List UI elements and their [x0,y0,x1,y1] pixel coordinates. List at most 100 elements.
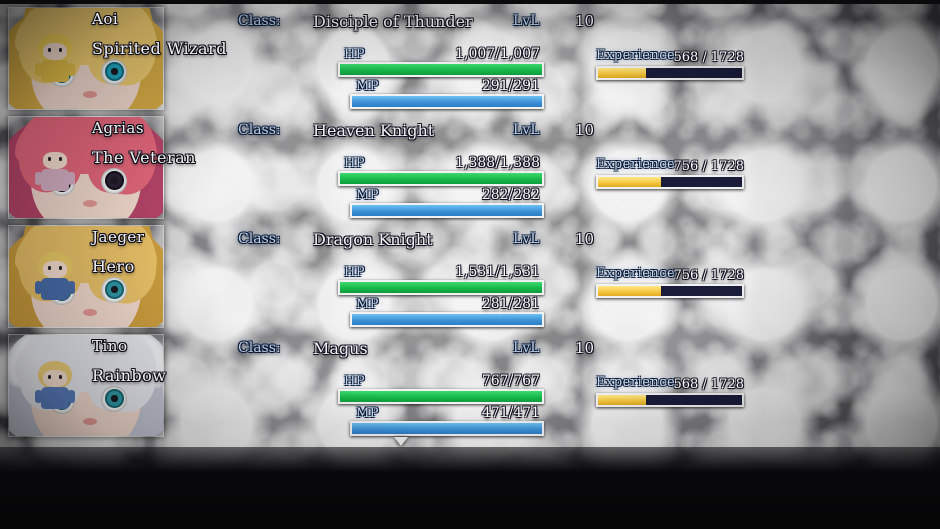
character-title: Rainbow [92,366,167,385]
level-value: 10 [575,230,595,248]
level-value: 10 [575,12,595,30]
mp-label: MP [356,188,380,203]
hp-bar-fill [340,391,542,402]
experience-gauge: Experience 568 / 1728 [596,48,744,80]
chibi-arm-right [68,390,75,403]
character-title: Hero [92,257,135,276]
chibi-arm-right [68,172,75,185]
class-value: Disciple of Thunder [313,12,473,31]
chibi-face [43,43,67,60]
class-value: Magus [313,339,368,358]
chibi-arm-left [35,281,42,294]
experience-label: Experience [596,48,676,63]
scroll-arrow-shape [394,437,408,446]
experience-bar-fill [598,395,646,405]
level-label: LvL [513,231,540,247]
hp-bar-fill [340,173,542,184]
hp-value: 1,531/1,531 [455,264,540,280]
chibi-sprite [33,143,77,195]
hp-label: HP [344,47,366,62]
experience-gauge: Experience 756 / 1728 [596,157,744,189]
mp-gauge: MP 471/471 [350,405,544,436]
chibi-eye-right [59,266,62,270]
character-name: Tino [92,337,128,355]
mp-bar-fill [352,314,542,325]
chibi-face [43,152,67,169]
chibi-eye-right [59,48,62,52]
eye-right [101,167,128,194]
chibi-arm-left [35,172,42,185]
eye-right [101,276,128,303]
chibi-sprite [33,361,77,413]
hp-bar-fill [340,282,542,293]
eye-right [101,385,128,412]
mp-gauge: MP 291/291 [350,78,544,109]
chibi-body [41,60,69,82]
character-name: Jaeger [92,228,145,246]
pupil-right [111,68,118,75]
experience-label: Experience [596,157,676,172]
chibi-body [41,169,69,191]
hp-bar-track [338,171,544,186]
character-identity: Aoi Spirited Wizard [92,10,292,58]
chibi-face [43,261,67,278]
chibi-arm-right [68,281,75,294]
chibi-eye-left [48,48,51,52]
chibi-eye-left [48,157,51,161]
experience-value: 568 / 1728 [673,50,744,65]
hp-label: HP [344,265,366,280]
chibi-arm-right [68,63,75,76]
experience-value: 756 / 1728 [673,268,744,283]
mp-bar-fill [352,205,542,216]
experience-bar-fill [598,68,646,78]
experience-bar-fill [598,286,662,296]
mouth-shape [82,417,97,425]
hp-bar-track [338,389,544,404]
experience-label: Experience [596,266,676,281]
hp-value: 1,388/1,388 [455,155,540,171]
party-member-row-aoi[interactable]: Aoi Spirited Wizard Class: Disciple of T… [0,4,940,113]
chibi-sprite [33,252,77,304]
level-label: LvL [513,122,540,138]
experience-label: Experience [596,375,676,390]
mp-bar-track [350,203,544,218]
experience-gauge: Experience 568 / 1728 [596,375,744,407]
hp-gauge: HP 1,007/1,007 [338,46,544,77]
mp-value: 291/291 [481,78,540,94]
experience-bar-track [596,175,744,189]
chevron-down-icon[interactable] [393,434,409,448]
chibi-arm-left [35,390,42,403]
mp-value: 471/471 [481,405,540,421]
experience-bar-track [596,66,744,80]
level-label: LvL [513,13,540,29]
mp-bar-fill [352,423,542,434]
party-member-row-agrias[interactable]: Agrias The Veteran Class: Heaven Knight … [0,113,940,222]
chibi-body [41,278,69,300]
mp-bar-track [350,421,544,436]
hp-bar-track [338,62,544,77]
level-value: 10 [575,121,595,139]
hp-gauge: HP 1,531/1,531 [338,264,544,295]
experience-bar-track [596,393,744,407]
party-member-row-tino[interactable]: Tino Rainbow Class: Magus LvL 10 HP 767/… [0,331,940,440]
pupil-right [111,286,118,293]
pupil-right [111,177,118,184]
experience-value: 756 / 1728 [673,159,744,174]
mp-value: 282/282 [481,187,540,203]
level-value: 10 [575,339,595,357]
hp-gauge: HP 1,388/1,388 [338,155,544,186]
chibi-eye-right [59,375,62,379]
chibi-face [43,370,67,387]
hp-bar-fill [340,64,542,75]
hp-label: HP [344,374,366,389]
chibi-eye-right [59,157,62,161]
mp-bar-track [350,94,544,109]
chibi-sprite [33,34,77,86]
mp-value: 281/281 [481,296,540,312]
mouth-shape [82,199,97,207]
mp-gauge: MP 282/282 [350,187,544,218]
chibi-body [41,387,69,409]
hp-value: 1,007/1,007 [455,46,540,62]
party-member-row-jaeger[interactable]: Jaeger Hero Class: Dragon Knight LvL 10 … [0,222,940,331]
